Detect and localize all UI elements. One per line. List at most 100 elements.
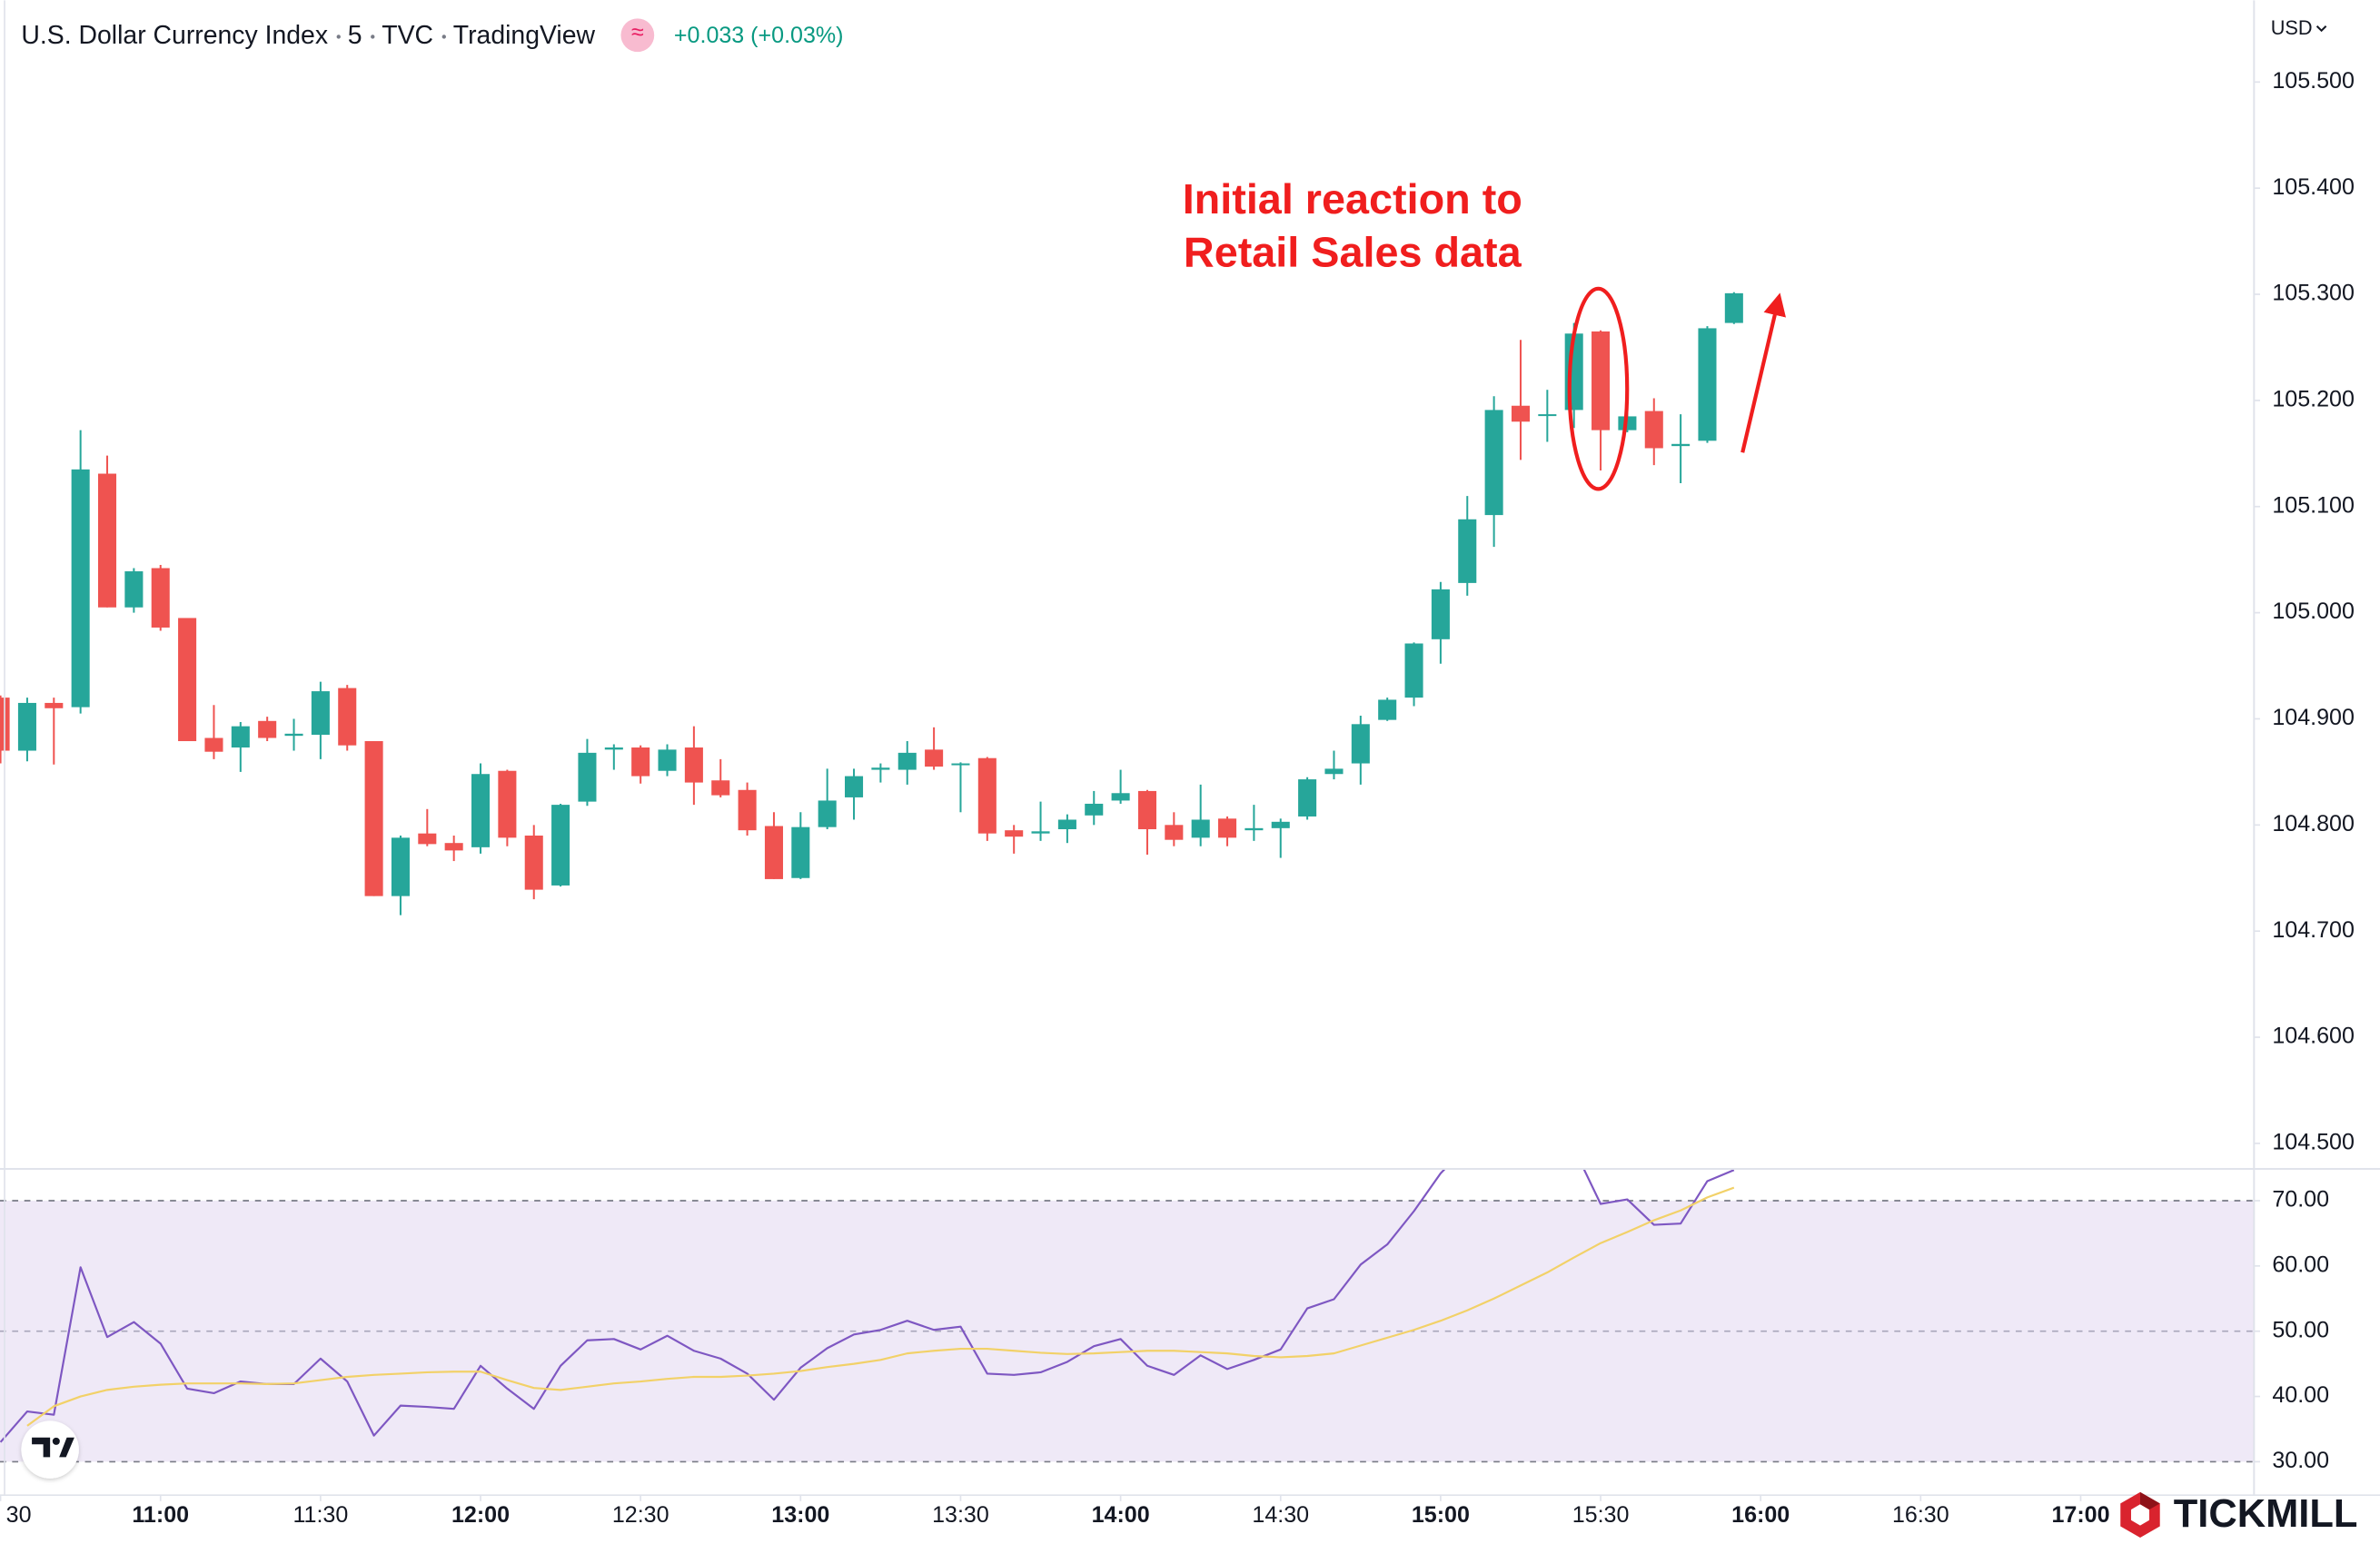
candle-body <box>1057 819 1076 829</box>
candle-body <box>1324 768 1344 775</box>
candle-body <box>444 843 463 851</box>
x-tick-label: 12:00 <box>451 1502 510 1528</box>
y-tick-label: 105.000 <box>2272 599 2355 624</box>
price-pane <box>0 292 1743 916</box>
x-tick-label: 11:00 <box>132 1502 189 1528</box>
candle-body <box>1404 643 1423 698</box>
logo-glyph <box>52 1437 60 1445</box>
logo-hexagon-inner <box>2130 1504 2150 1526</box>
candle-body <box>658 749 677 771</box>
highlight-ellipse <box>1567 286 1630 491</box>
candle-body <box>204 737 223 752</box>
candle-body <box>1245 827 1264 831</box>
candle-body <box>524 836 543 890</box>
y-tick-label: 105.500 <box>2272 68 2355 94</box>
x-tick-label: 11:30 <box>293 1502 348 1528</box>
rsi-y-tick-label: 40.00 <box>2272 1382 2329 1408</box>
x-tick-label: 13:00 <box>771 1502 829 1528</box>
candle-body <box>551 805 570 886</box>
candle-body <box>578 752 597 802</box>
rsi-y-tick-label: 60.00 <box>2272 1252 2329 1277</box>
separator-dot <box>336 35 341 39</box>
status-symbol: ≈ <box>631 20 644 45</box>
x-tick-label: 16:30 <box>1892 1502 1949 1528</box>
x-tick-label: 15:30 <box>1572 1502 1630 1528</box>
separator-dot <box>371 35 375 39</box>
currency-caret <box>2316 25 2327 33</box>
candle-body <box>258 720 277 738</box>
candle-body <box>498 770 517 838</box>
candle-body <box>845 776 864 797</box>
tradingview-logo[interactable] <box>21 1420 79 1479</box>
candle-body <box>1458 519 1477 583</box>
y-tick-label: 104.700 <box>2272 917 2355 943</box>
candle-body <box>1031 831 1050 834</box>
candle-body <box>1271 821 1290 828</box>
separator-dot <box>441 35 446 39</box>
candle-body <box>1218 818 1237 838</box>
annotation: Initial reaction to <box>1183 175 1522 223</box>
candle-body <box>1431 589 1450 639</box>
candle-body <box>925 749 944 767</box>
candle-body <box>711 780 730 796</box>
candle-body <box>364 741 383 896</box>
y-tick-label: 105.300 <box>2272 281 2355 306</box>
candle-body <box>791 826 810 878</box>
candle-body <box>871 767 890 770</box>
candle-body <box>684 747 703 783</box>
x-tick-label: 14:30 <box>1252 1502 1309 1528</box>
x-tick-label: 16:00 <box>1731 1502 1790 1528</box>
annotation: Retail Sales data <box>1184 228 1522 275</box>
y-tick-label: 104.800 <box>2272 811 2355 836</box>
candle-body <box>738 789 757 831</box>
candle-body <box>311 691 330 735</box>
x-tick-label: 13:30 <box>932 1502 989 1528</box>
candle-body <box>178 618 197 742</box>
header: U.S. Dollar Currency Index 5 TVC TradingVie… <box>21 16 2327 53</box>
header-exchange: TVC <box>382 21 433 50</box>
candle-body <box>391 837 410 896</box>
logo-hexagon-shade <box>2139 1491 2160 1510</box>
rsi-band <box>0 1201 2255 1462</box>
candle-body <box>604 747 623 750</box>
candle-body <box>124 571 144 608</box>
candle-body <box>1137 790 1156 829</box>
candle-body <box>1698 328 1717 441</box>
candle-body <box>818 800 837 827</box>
candle-body <box>1298 779 1317 817</box>
currency: USD <box>2271 16 2313 39</box>
logo-glyph <box>59 1437 74 1458</box>
tickmill-logo: TICKMILL <box>2120 1491 2358 1538</box>
candle-body <box>1165 825 1184 840</box>
y-tick-label: 104.600 <box>2272 1024 2355 1049</box>
y-tick-label: 105.100 <box>2272 492 2355 518</box>
candle-body <box>951 763 970 766</box>
x-tick-label: 12:30 <box>612 1502 669 1528</box>
y-tick-label: 104.900 <box>2272 705 2355 730</box>
header-title: U.S. Dollar Currency Index <box>21 21 328 50</box>
candle-body <box>1538 414 1557 417</box>
rsi-y-tick-label: 50.00 <box>2272 1317 2329 1342</box>
candle-body <box>1484 410 1503 516</box>
rsi-y-tick-label: 70.00 <box>2272 1187 2329 1212</box>
candle-body <box>764 826 783 879</box>
x-tick-label: 17:00 <box>2051 1502 2109 1528</box>
candle-body <box>1378 699 1397 720</box>
candle-body <box>1511 405 1531 422</box>
candle-body <box>1005 830 1024 837</box>
x-tick-label: 14:00 <box>1092 1502 1150 1528</box>
candle-body <box>1351 724 1370 764</box>
candle-body <box>1191 819 1210 838</box>
candle-body <box>631 747 650 777</box>
y-tick-label: 105.400 <box>2272 174 2355 200</box>
candle-body <box>471 774 491 847</box>
candle-body <box>1644 411 1663 449</box>
candle-body <box>45 702 64 708</box>
watermark: TICKMILL <box>2174 1492 2358 1536</box>
logo-glyph <box>32 1437 51 1458</box>
candle-body <box>71 469 90 708</box>
candle-body <box>151 568 170 628</box>
trend-arrow <box>1740 292 1786 453</box>
